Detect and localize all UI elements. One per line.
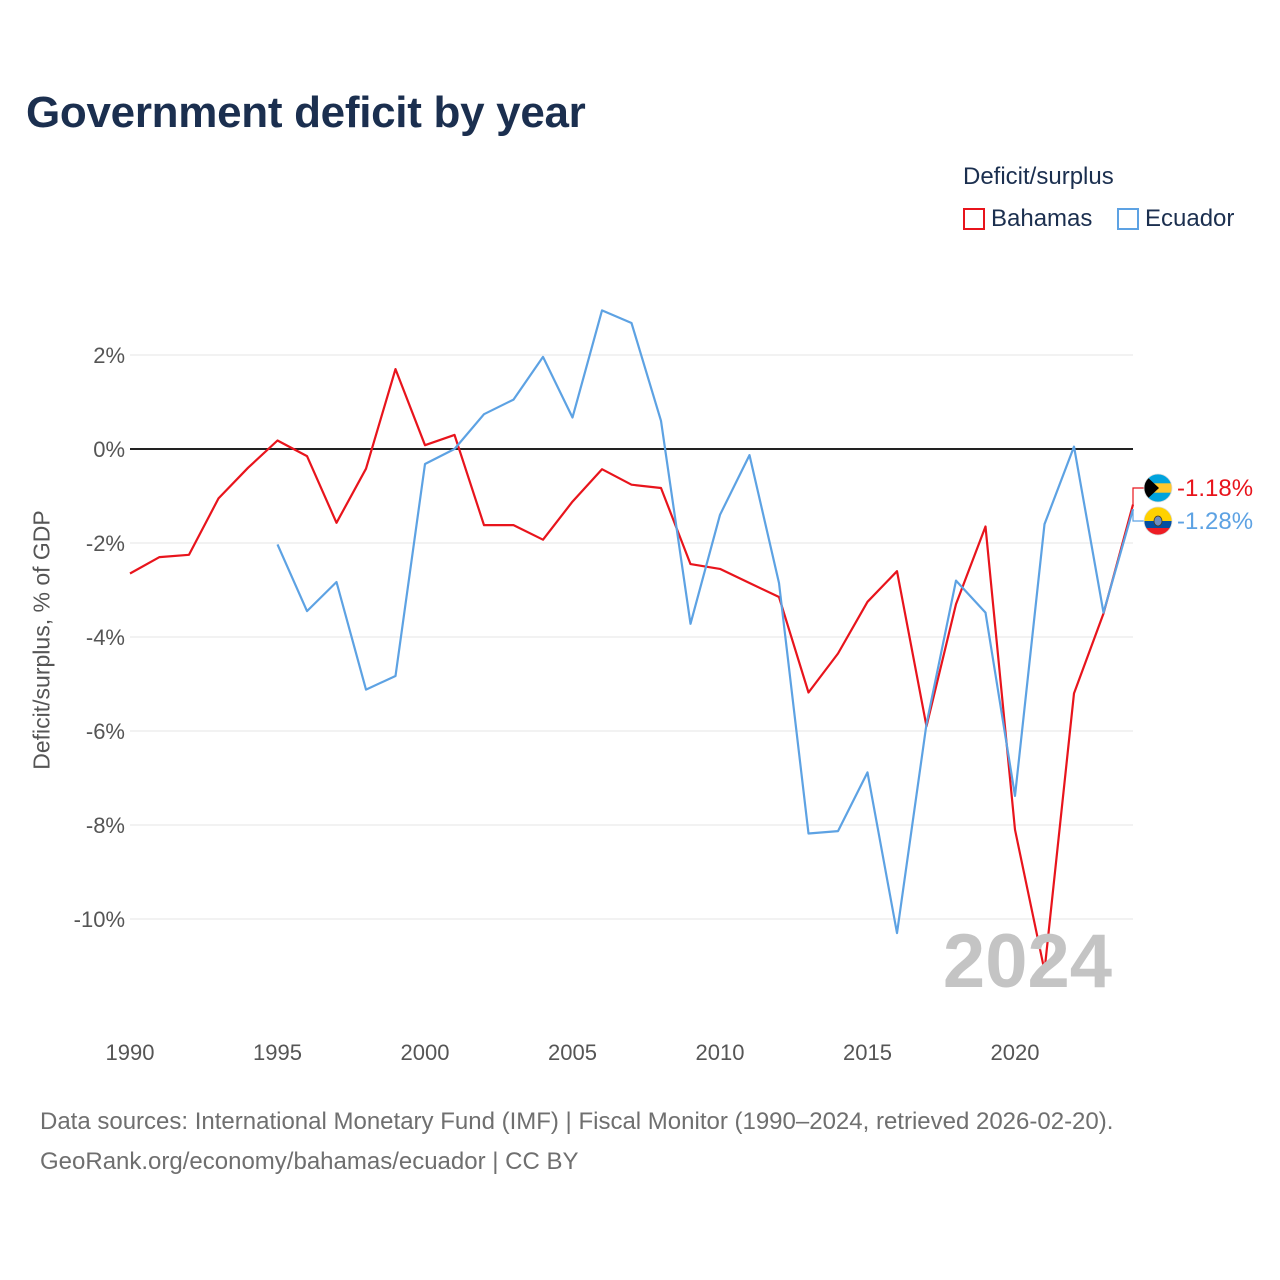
ecuador-flag-border [1143, 506, 1173, 536]
x-tick-label: 2015 [843, 1040, 892, 1065]
legend-item-bahamas[interactable]: Bahamas [963, 205, 1092, 233]
y-tick-label: -2% [86, 531, 125, 556]
footer-sources: Data sources: International Monetary Fun… [40, 1108, 1114, 1135]
x-tick-label: 2010 [696, 1040, 745, 1065]
legend-title: Deficit/surplus [963, 163, 1114, 190]
y-tick-label: -10% [74, 907, 125, 932]
bahamas-flag-border [1143, 473, 1173, 503]
legend-item-ecuador[interactable]: Ecuador [1117, 205, 1234, 233]
x-tick-label: 2005 [548, 1040, 597, 1065]
chart-title: Government deficit by year [26, 88, 586, 137]
footer-credit[interactable]: GeoRank.org/economy/bahamas/ecuador | CC… [40, 1148, 579, 1175]
y-tick-label: -8% [86, 813, 125, 838]
y-tick-label: -6% [86, 719, 125, 744]
end-label-ecuador: -1.28% [1177, 508, 1253, 535]
legend-label-ecuador: Ecuador [1145, 205, 1235, 232]
legend-swatch-bahamas [963, 208, 985, 230]
leader-line-bahamas [1132, 487, 1144, 505]
legend-label-bahamas: Bahamas [991, 205, 1093, 232]
bahamas-flag-icon [1144, 474, 1172, 502]
series-line-bahamas [129, 368, 1135, 972]
year-watermark: 2024 [942, 919, 1112, 1004]
x-tick-label: 2020 [991, 1040, 1040, 1065]
y-tick-label: -4% [86, 625, 125, 650]
legend-swatch-ecuador [1117, 208, 1139, 230]
end-label-bahamas: -1.18% [1177, 475, 1253, 502]
y-tick-label: 0% [93, 437, 125, 462]
y-tick-label: 2% [93, 343, 125, 368]
ecuador-flag-icon [1144, 507, 1172, 535]
x-tick-label: 2000 [401, 1040, 450, 1065]
x-tick-label: 1995 [253, 1040, 302, 1065]
leader-line-ecuador [1132, 509, 1144, 522]
series-line-ecuador [276, 309, 1135, 935]
x-tick-label: 1990 [106, 1040, 155, 1065]
